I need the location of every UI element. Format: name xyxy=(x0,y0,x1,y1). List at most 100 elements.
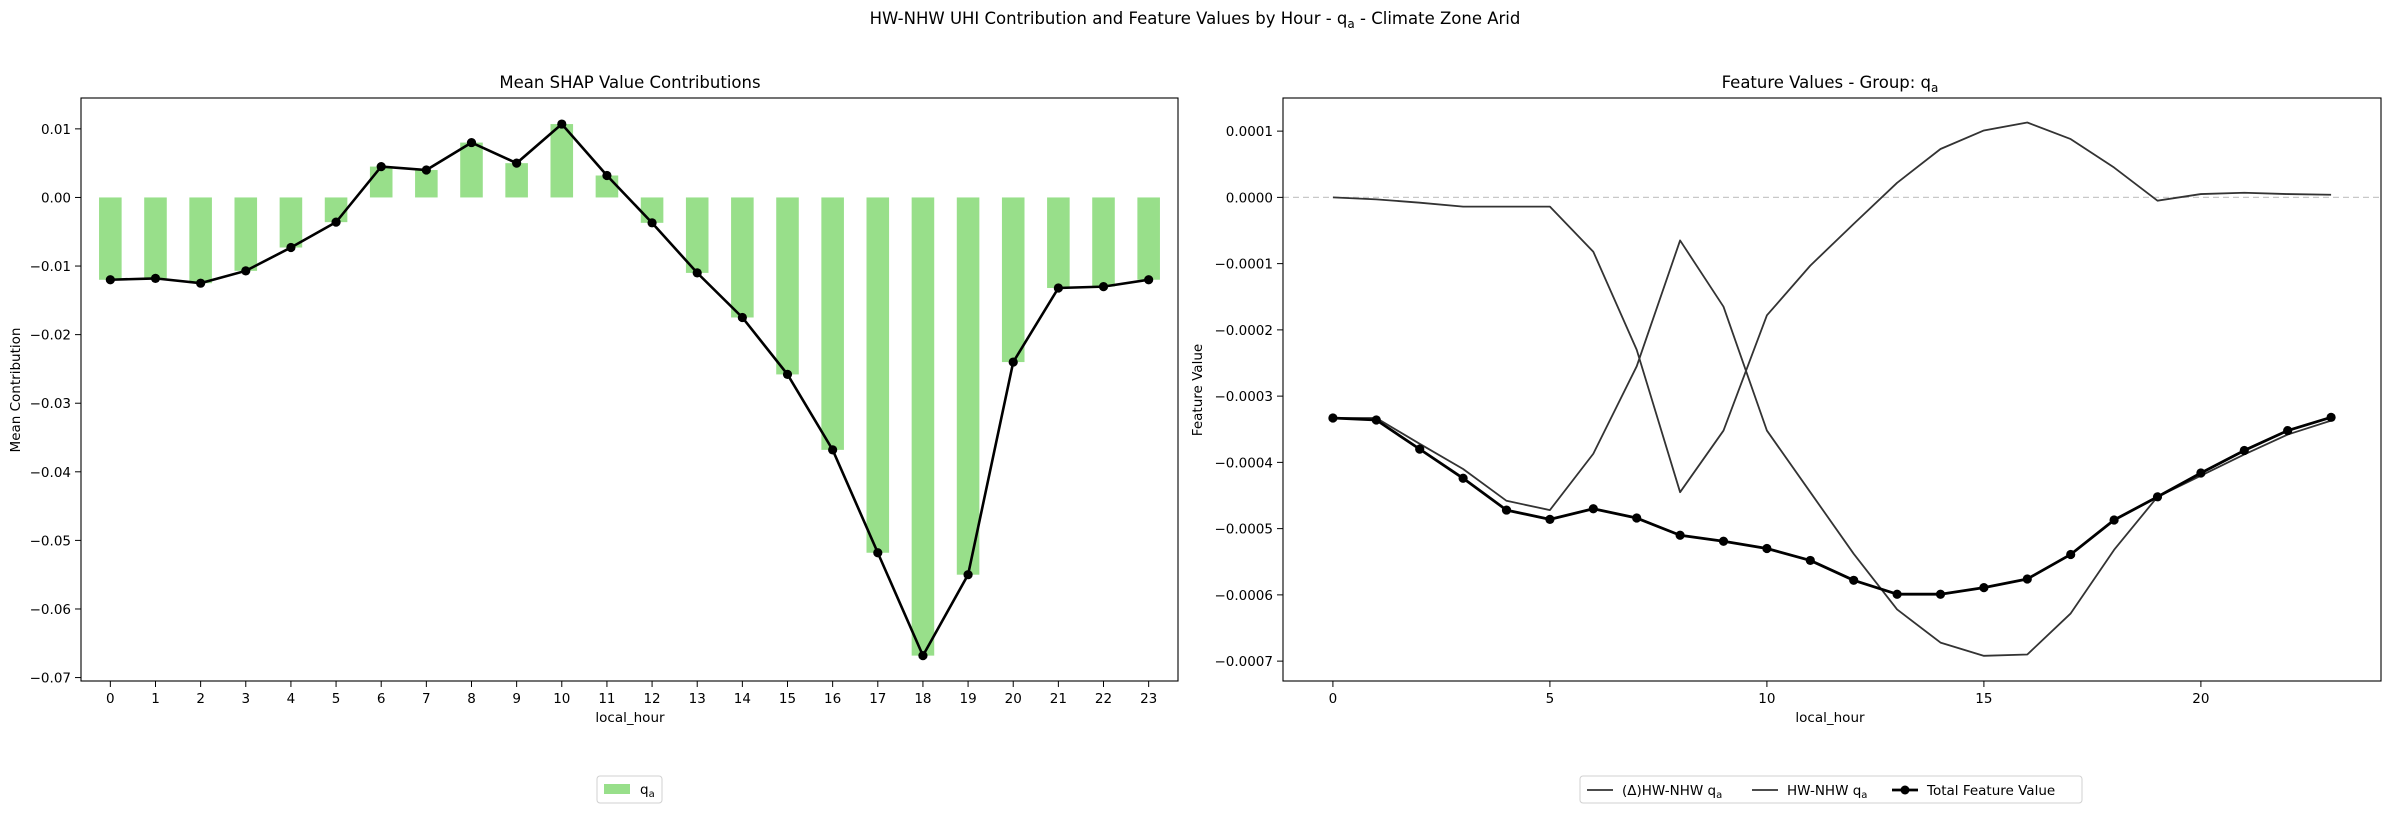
right-chart-title: Feature Values - Group: qa xyxy=(1722,73,1939,95)
x-tick-label: 17 xyxy=(869,691,886,707)
right-plot-area xyxy=(1283,121,2381,657)
left-plot-area xyxy=(99,119,1160,661)
shap-point xyxy=(963,570,973,580)
total-feature-point xyxy=(2283,425,2293,436)
total-feature-point xyxy=(1501,505,1512,515)
x-tick-label: 20 xyxy=(1005,691,1022,707)
y-tick-label: −0.06 xyxy=(30,602,71,618)
shap-point xyxy=(647,218,657,228)
shap-bar xyxy=(821,197,844,450)
hw-nhw-line xyxy=(1332,239,2332,657)
total-feature-point xyxy=(1675,530,1685,540)
shap-bar xyxy=(460,142,483,198)
left-axes-frame xyxy=(80,97,1179,682)
total-feature-point xyxy=(1762,543,1772,554)
figure-suptitle: HW-NHW UHI Contribution and Feature Valu… xyxy=(870,9,1521,31)
left-x-axis-label: local_hour xyxy=(595,710,665,726)
shap-point xyxy=(1144,275,1154,285)
shap-point xyxy=(1053,283,1063,293)
left-legend-label-subscript: a xyxy=(649,789,655,800)
total-feature-point xyxy=(1892,589,1902,599)
y-tick-label: −0.0007 xyxy=(1214,654,1273,670)
y-tick-label: −0.0004 xyxy=(1214,455,1273,471)
right-chart-title-subscript: a xyxy=(1931,81,1938,95)
right-x-axis: 0 5 10 15 20 xyxy=(1329,681,2209,707)
x-tick-label: 21 xyxy=(1050,691,1067,707)
shap-bar xyxy=(279,197,303,248)
left-legend: qa xyxy=(596,775,663,804)
total-feature-point xyxy=(2066,549,2076,560)
x-tick-label: 22 xyxy=(1095,691,1112,707)
x-tick-label: 23 xyxy=(1140,691,1157,707)
total-feature-point xyxy=(2022,574,2032,584)
shap-bar xyxy=(234,197,258,271)
legend-hw-nhw-label: HW-NHW qa xyxy=(1787,783,1867,801)
total-feature-point xyxy=(2196,468,2206,478)
left-legend-label: qa xyxy=(640,782,655,800)
left-y-axis-label: Mean Contribution xyxy=(8,328,24,453)
x-tick-label: 1 xyxy=(151,691,160,707)
legend-total-label: Total Feature Value xyxy=(1926,783,2055,799)
total-feature-point xyxy=(1545,514,1555,524)
shap-point xyxy=(421,165,431,175)
x-tick-label: 18 xyxy=(914,691,931,707)
x-tick-label: 4 xyxy=(287,691,296,707)
shap-bar xyxy=(99,197,122,280)
total-feature-point xyxy=(1805,555,1815,566)
y-tick-label: −0.03 xyxy=(30,396,71,412)
shap-point xyxy=(196,278,206,288)
shap-point xyxy=(1098,282,1109,292)
y-tick-label: −0.07 xyxy=(30,671,71,687)
feature-value-line-chart: Feature Values - Group: qa 0.00010.0000−… xyxy=(1190,73,2382,804)
right-y-axis-label: Feature Value xyxy=(1190,344,1206,436)
y-tick-label: −0.0006 xyxy=(1214,588,1273,604)
shap-bar-chart: Mean SHAP Value Contributions 0.01 0.00 −0… xyxy=(8,73,1179,804)
shap-point xyxy=(692,268,702,278)
shap-point xyxy=(602,170,612,181)
x-tick-label: 7 xyxy=(422,691,431,707)
shap-bar xyxy=(731,197,754,318)
shap-bar xyxy=(505,163,528,198)
legend-delta-label: (Δ)HW-NHW qa xyxy=(1622,783,1722,801)
x-tick-label: 16 xyxy=(824,691,841,707)
right-chart-title-text: Feature Values - Group: q xyxy=(1722,73,1931,92)
shap-bar xyxy=(776,197,799,375)
shap-point xyxy=(1008,357,1018,367)
x-tick-label: 0 xyxy=(106,691,115,707)
x-tick-label: 20 xyxy=(2192,691,2209,707)
x-tick-label: 15 xyxy=(779,691,796,707)
total-feature-point xyxy=(1979,582,1989,593)
x-tick-label: 5 xyxy=(332,691,341,707)
total-feature-point xyxy=(2239,445,2249,456)
legend-delta-label-subscript: a xyxy=(1716,790,1722,801)
total-feature-point xyxy=(1588,504,1598,514)
shap-bar xyxy=(1137,197,1160,280)
shap-bar xyxy=(189,197,212,284)
shap-bar xyxy=(1001,197,1025,363)
shap-point xyxy=(828,445,838,455)
y-tick-label: 0.01 xyxy=(41,122,71,138)
shap-bar xyxy=(1092,197,1115,287)
shap-bar xyxy=(911,197,935,656)
x-tick-label: 13 xyxy=(689,691,706,707)
total-feature-point xyxy=(2326,412,2336,422)
x-tick-label: 5 xyxy=(1546,691,1555,707)
shap-point xyxy=(331,217,341,227)
x-tick-label: 15 xyxy=(1975,691,1992,707)
shap-point xyxy=(873,548,883,558)
y-tick-label: −0.04 xyxy=(30,465,71,481)
shap-bar xyxy=(144,197,167,279)
right-axes-frame xyxy=(1282,97,2382,682)
right-legend-box xyxy=(1579,775,2083,804)
shap-bar xyxy=(685,197,709,273)
left-chart-title: Mean SHAP Value Contributions xyxy=(499,73,760,92)
suptitle-main: HW-NHW UHI Contribution and Feature Valu… xyxy=(870,9,1348,28)
right-x-axis-label: local_hour xyxy=(1795,710,1865,726)
x-tick-label: 10 xyxy=(553,691,570,707)
shap-point xyxy=(150,273,161,283)
left-legend-label-text: q xyxy=(640,782,649,798)
left-x-axis: 0 1 2 3 4 5 6 7 8 9 10 11 12 13 14 15 16 17 18 19 20 21 22 23 xyxy=(106,681,1157,707)
shap-point xyxy=(286,242,296,253)
shap-point xyxy=(376,161,386,172)
legend-delta-label-text: (Δ)HW-NHW q xyxy=(1622,783,1716,799)
